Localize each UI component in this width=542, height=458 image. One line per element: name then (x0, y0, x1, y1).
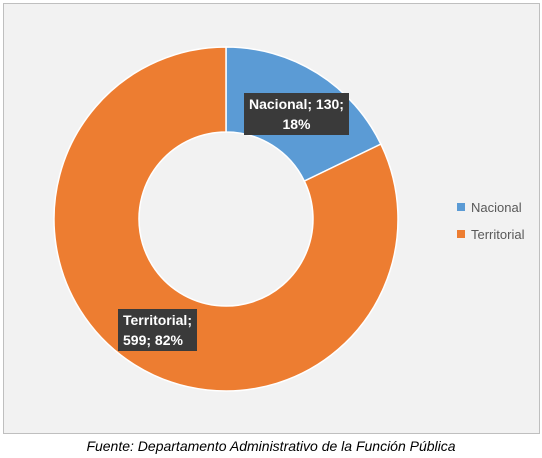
data-label-nacional-line2: 18% (282, 116, 311, 132)
data-label-territorial-line2: 599; 82% (123, 332, 183, 348)
data-label-territorial-line1: Territorial; (123, 312, 192, 328)
legend-label-nacional: Nacional (471, 199, 522, 215)
source-caption: Fuente: Departamento Administrativo de l… (86, 438, 456, 454)
legend: Nacional Territorial (457, 198, 524, 252)
data-label-territorial: Territorial; 599; 82% (118, 309, 197, 351)
chart-area: Nacional; 130; 18% Territorial; 599; 82%… (3, 3, 540, 434)
donut-slice-territorial (53, 46, 399, 392)
legend-swatch-nacional (457, 203, 465, 211)
legend-swatch-territorial (457, 230, 465, 238)
data-label-nacional: Nacional; 130; 18% (244, 93, 349, 135)
data-label-nacional-line1: Nacional; 130; (249, 96, 344, 112)
legend-label-territorial: Territorial (471, 226, 525, 242)
legend-item-nacional: Nacional (457, 198, 524, 216)
legend-item-territorial: Territorial (457, 225, 524, 243)
